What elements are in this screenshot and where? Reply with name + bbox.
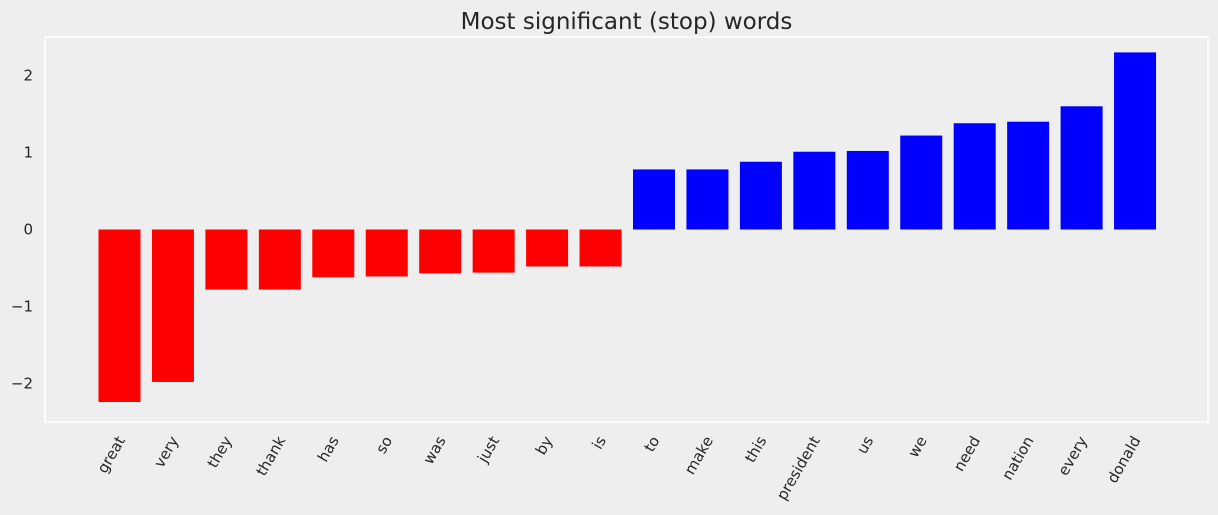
plot-frame [44, 36, 1209, 423]
bars [98, 52, 1157, 402]
bar [846, 150, 889, 230]
bar [205, 229, 248, 290]
x-tick-label: every [1054, 433, 1091, 479]
x-tick-label: was [419, 433, 449, 468]
x-tick-label: is [588, 433, 610, 453]
y-tick-label: −1 [11, 298, 33, 316]
chart-title: Most significant (stop) words [461, 9, 793, 35]
x-tick-label: us [853, 433, 877, 457]
x-tick-label: has [314, 433, 343, 465]
bar [739, 161, 782, 230]
x-tick-label: thank [252, 433, 289, 479]
x-tick-label: just [473, 433, 503, 467]
bar [900, 135, 943, 230]
x-tick-label: very [150, 433, 182, 471]
x-tick-label: donald [1103, 433, 1144, 486]
y-tick-label: 2 [23, 67, 33, 85]
y-axis: −2 −1 0 1 2 [11, 67, 33, 393]
bar [1060, 106, 1103, 230]
x-tick-label: they [204, 433, 236, 471]
bar [579, 229, 622, 267]
bar [793, 151, 836, 230]
x-tick-label: so [372, 433, 396, 457]
bar [953, 123, 996, 230]
bar [419, 229, 462, 274]
x-tick-label: to [640, 433, 663, 455]
x-tick-label: need [950, 433, 984, 474]
bar [1114, 52, 1157, 230]
bar [98, 229, 141, 402]
bar [472, 229, 515, 273]
bar [365, 229, 408, 277]
x-tick-label: we [904, 433, 930, 461]
y-tick-label: 1 [23, 144, 33, 162]
bar [686, 169, 729, 230]
bar [633, 169, 675, 230]
bar [1007, 121, 1050, 230]
bar [312, 229, 355, 278]
x-tick-label: president [773, 433, 824, 503]
x-tick-label: great [94, 433, 129, 476]
bar [526, 229, 569, 267]
x-tick-label: by [532, 433, 557, 458]
x-tick-label: nation [998, 433, 1037, 483]
x-tick-label: make [681, 433, 717, 478]
bar [258, 229, 301, 290]
x-tick-label: this [741, 433, 770, 466]
y-tick-label: −2 [11, 375, 33, 393]
y-tick-label: 0 [23, 221, 33, 239]
x-axis: great very they thank has so was just by is to make… [94, 433, 1145, 504]
bar [151, 229, 194, 382]
